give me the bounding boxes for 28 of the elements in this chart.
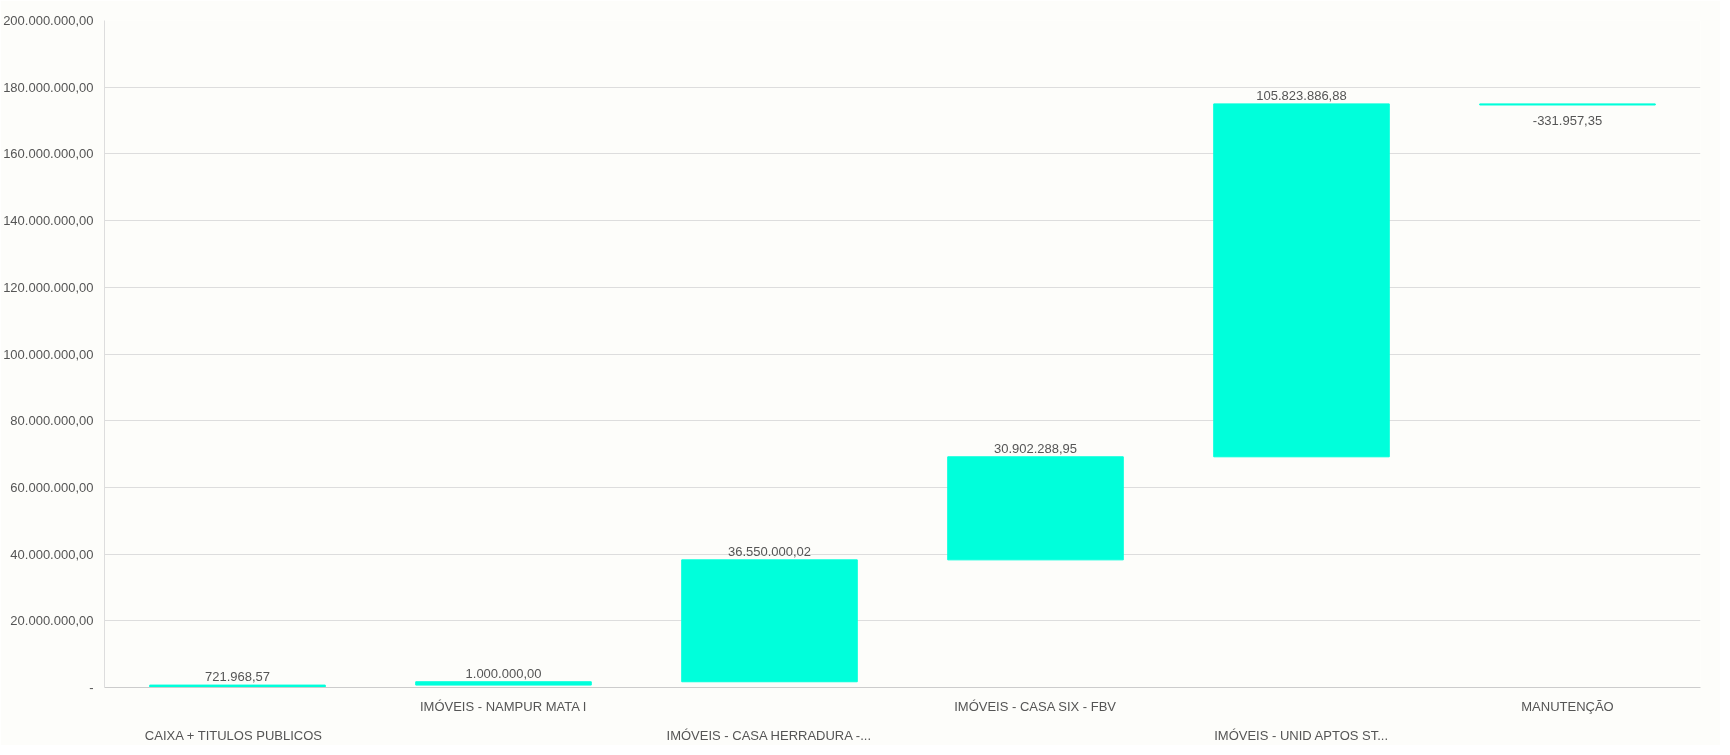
x-tick-label: IMÓVEIS - NAMPUR MATA I (419, 698, 587, 714)
y-tick-label: 120.000.000,00 (3, 279, 94, 295)
bar (947, 456, 1124, 561)
y-tick-label: 20.000.000,00 (10, 613, 94, 629)
data-label: 105.823.886,88 (1256, 87, 1347, 103)
y-tick-label: 40.000.000,00 (10, 546, 94, 562)
x-tick-label: CAIXA + TITULOS PUBLICOS (144, 727, 323, 743)
x-tick-label: IMÓVEIS - CASA HERRADURA -... (666, 727, 872, 743)
bar (149, 684, 326, 688)
bar (681, 559, 858, 683)
y-tick-label: 180.000.000,00 (3, 79, 94, 95)
x-tick-label: IMÓVEIS - CASA SIX - FBV (954, 698, 1117, 714)
data-label: 30.902.288,95 (993, 440, 1078, 456)
x-tick-label: MANUTENÇÃO (1521, 698, 1614, 714)
y-tick-label: 60.000.000,00 (10, 479, 94, 495)
data-label: 721.968,57 (204, 669, 271, 685)
data-label: 36.550.000,02 (727, 543, 812, 559)
bar (1213, 103, 1390, 458)
y-tick-label: 200.000.000,00 (3, 13, 94, 28)
x-tick-label: IMÓVEIS - UNID APTOS ST... (1214, 727, 1389, 743)
y-tick-label: 80.000.000,00 (10, 413, 94, 429)
data-label: -331.957,35 (1532, 112, 1603, 128)
y-tick-label: - (89, 680, 94, 695)
y-tick-label: 160.000.000,00 (3, 146, 94, 162)
y-tick-label: 140.000.000,00 (3, 213, 94, 229)
y-tick-label: 100.000.000,00 (3, 346, 94, 362)
bar (415, 681, 592, 686)
data-label: 1.000.000,00 (465, 665, 542, 681)
